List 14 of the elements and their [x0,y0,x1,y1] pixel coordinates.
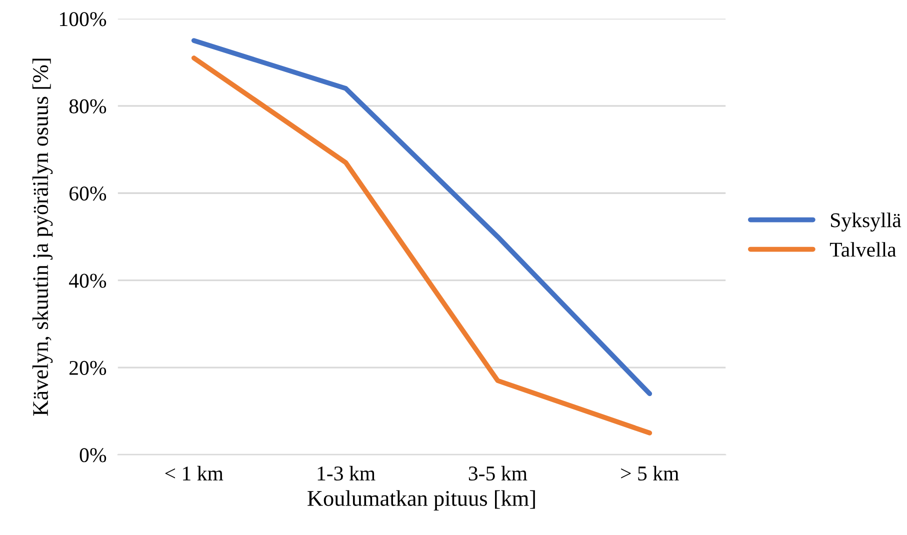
y-tick-label: 60% [70,186,106,201]
legend-label: Syksyllä [830,212,902,232]
x-tick-label: < 1 km [165,466,224,480]
y-tick-label: 40% [69,274,106,288]
y-tick-label: 80% [69,99,106,114]
x-axis-title: Koulumatkan pituus [km] [308,490,535,510]
legend-label: Talvella [830,242,896,257]
x-tick-label: 3-5 km [468,466,528,481]
x-tick-label: 1-3 km [318,466,376,481]
x-tick-label: > 5 km [621,466,679,481]
y-axis-title: Kävelyn, skuutin ja pyöräilyn osuus [%] [32,58,53,416]
y-tick-label: 20% [70,360,106,376]
y-tick-label: 100% [60,12,106,26]
y-tick-label: 0% [80,448,106,462]
